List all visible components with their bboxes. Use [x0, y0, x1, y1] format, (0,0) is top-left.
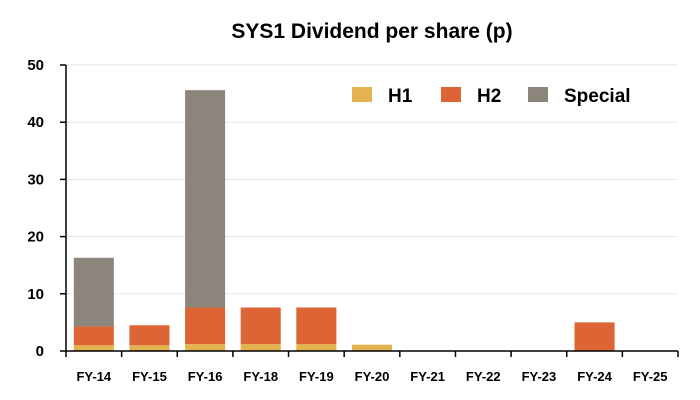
x-tick-label: FY-25: [633, 369, 668, 384]
gridlines: [66, 64, 678, 295]
legend-label-h2: H2: [477, 86, 501, 107]
legend-swatch-h1: [352, 87, 372, 102]
legend-label-special: Special: [564, 86, 631, 107]
y-tick-labels: 0 10 20 30 40 50: [27, 57, 44, 360]
x-tick-label: FY-16: [188, 369, 223, 384]
bar-h1-fy-14: [73, 345, 114, 351]
bar-h1-fy-20: [351, 344, 393, 351]
bar-h1-fy-16: [185, 344, 226, 351]
chart-title: SYS1 Dividend per share (p): [231, 20, 512, 43]
y-tick-label: 40: [27, 114, 44, 131]
y-tick-label: 0: [36, 343, 44, 360]
x-tick-labels: FY-14 FY-15 FY-16 FY-18 FY-19 FY-20 FY-21 FY-22…: [76, 369, 667, 384]
y-tick-label: 10: [27, 286, 44, 303]
legend-swatch-special: [528, 87, 548, 102]
bar-h1-fy-15: [129, 345, 170, 351]
bar-h2-fy-19: [296, 307, 337, 345]
bar-h1-fy-18: [240, 344, 281, 351]
y-tick-label: 20: [27, 229, 44, 246]
bar-h2-fy-16: [185, 307, 226, 345]
x-tick-label: FY-18: [243, 369, 278, 384]
bars-group: [73, 90, 615, 351]
legend: H1 H2 Special: [352, 86, 631, 107]
bar-h2-fy-24: [574, 322, 615, 351]
x-tick-label: FY-23: [522, 369, 557, 384]
axes: [60, 64, 679, 357]
legend-swatch-h2: [441, 87, 461, 102]
x-tick-label: FY-24: [577, 369, 612, 384]
bar-h2-fy-18: [240, 307, 281, 345]
bar-h2-fy-15: [129, 325, 170, 346]
y-tick-label: 50: [27, 57, 44, 74]
x-tick-label: FY-19: [299, 369, 334, 384]
x-tick-label: FY-14: [76, 369, 111, 384]
x-tick-label: FY-21: [410, 369, 445, 384]
x-tick-label: FY-15: [132, 369, 167, 384]
x-tick-label: FY-22: [466, 369, 501, 384]
x-tick-label: FY-20: [355, 369, 390, 384]
bar-special-fy-14: [73, 257, 114, 327]
bar-special-fy-16: [185, 90, 226, 308]
bar-h2-fy-14: [73, 326, 114, 346]
y-tick-label: 30: [27, 171, 44, 188]
bar-h1-fy-19: [296, 344, 337, 351]
legend-label-h1: H1: [388, 86, 413, 107]
